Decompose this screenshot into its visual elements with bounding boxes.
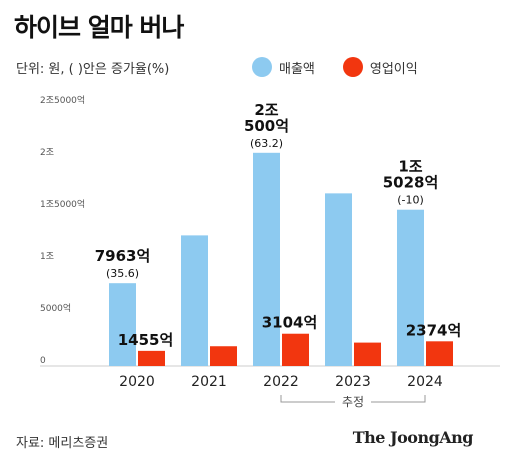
legend-swatch-revenue xyxy=(252,57,272,77)
bar-operating-profit-2021 xyxy=(210,346,237,366)
brand-logo: The JoongAng xyxy=(352,428,474,447)
legend-item-revenue: 매출액 xyxy=(252,57,315,77)
bar-revenue-2022 xyxy=(253,152,280,366)
legend: 매출액 영업이익 xyxy=(252,57,446,77)
estimate-label: 추정 xyxy=(342,395,364,409)
data-label-2020-revenue-0: 7963억 xyxy=(95,247,151,265)
y-tick-label-5: 2조5000억 xyxy=(40,94,85,106)
data-label-2024-operating-profit-0: 2374억 xyxy=(406,321,462,339)
y-tick-label-3: 1조5000억 xyxy=(40,198,85,210)
legend-item-operating-profit: 영업이익 xyxy=(342,57,418,77)
estimate-label-bg xyxy=(335,394,371,410)
data-label-2022-revenue-2: (63.2) xyxy=(250,137,283,150)
x-tick-label-2021: 2021 xyxy=(191,374,227,390)
y-tick-label-0: 0 xyxy=(40,356,46,366)
bar-operating-profit-2020 xyxy=(138,350,165,366)
unit-note: 단위: 원, ( )안은 증가율(%) xyxy=(16,62,170,77)
data-label-2022-revenue-1: 500억 xyxy=(244,117,289,135)
data-label-2024-revenue-2: (-10) xyxy=(397,194,424,207)
x-tick-label-2020: 2020 xyxy=(119,374,155,390)
legend-label-revenue: 매출액 xyxy=(279,61,315,77)
data-label-2022-revenue-0: 2조 xyxy=(254,101,278,119)
legend-swatch-operating-profit xyxy=(342,57,363,77)
bar-revenue-2023 xyxy=(325,193,352,366)
bar-revenue-2024 xyxy=(397,209,424,366)
x-tick-label-2022: 2022 xyxy=(263,374,299,390)
bar-operating-profit-2024 xyxy=(426,341,453,366)
data-label-2022-operating-profit-0: 3104억 xyxy=(262,314,318,332)
source-note: 자료: 메리츠증권 xyxy=(16,436,109,451)
y-tick-label-2: 1조 xyxy=(40,252,54,262)
x-tick-label-2023: 2023 xyxy=(335,374,371,390)
bar-revenue-2020 xyxy=(109,283,136,366)
bar-operating-profit-2023 xyxy=(354,342,381,366)
y-tick-label-1: 5000억 xyxy=(40,302,71,314)
data-label-2024-revenue-0: 1조 xyxy=(398,158,422,176)
bar-revenue-2021 xyxy=(181,235,208,366)
data-label-2024-revenue-1: 5028억 xyxy=(383,174,439,192)
data-label-2020-operating-profit-0: 1455억 xyxy=(118,331,174,349)
legend-label-operating-profit: 영업이익 xyxy=(369,61,418,77)
y-tick-label-4: 2조 xyxy=(40,148,54,158)
x-tick-label-2024: 2024 xyxy=(407,374,443,390)
chart-title: 하이브 얼마 버나 xyxy=(14,13,184,42)
data-label-2020-revenue-1: (35.6) xyxy=(106,267,139,280)
bar-operating-profit-2022 xyxy=(282,333,309,366)
